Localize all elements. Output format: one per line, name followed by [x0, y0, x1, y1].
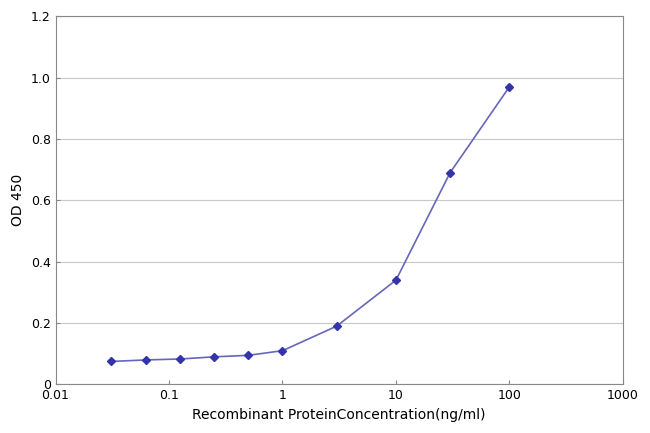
X-axis label: Recombinant ProteinConcentration(ng/ml): Recombinant ProteinConcentration(ng/ml) [192, 408, 486, 422]
Y-axis label: OD 450: OD 450 [11, 174, 25, 226]
